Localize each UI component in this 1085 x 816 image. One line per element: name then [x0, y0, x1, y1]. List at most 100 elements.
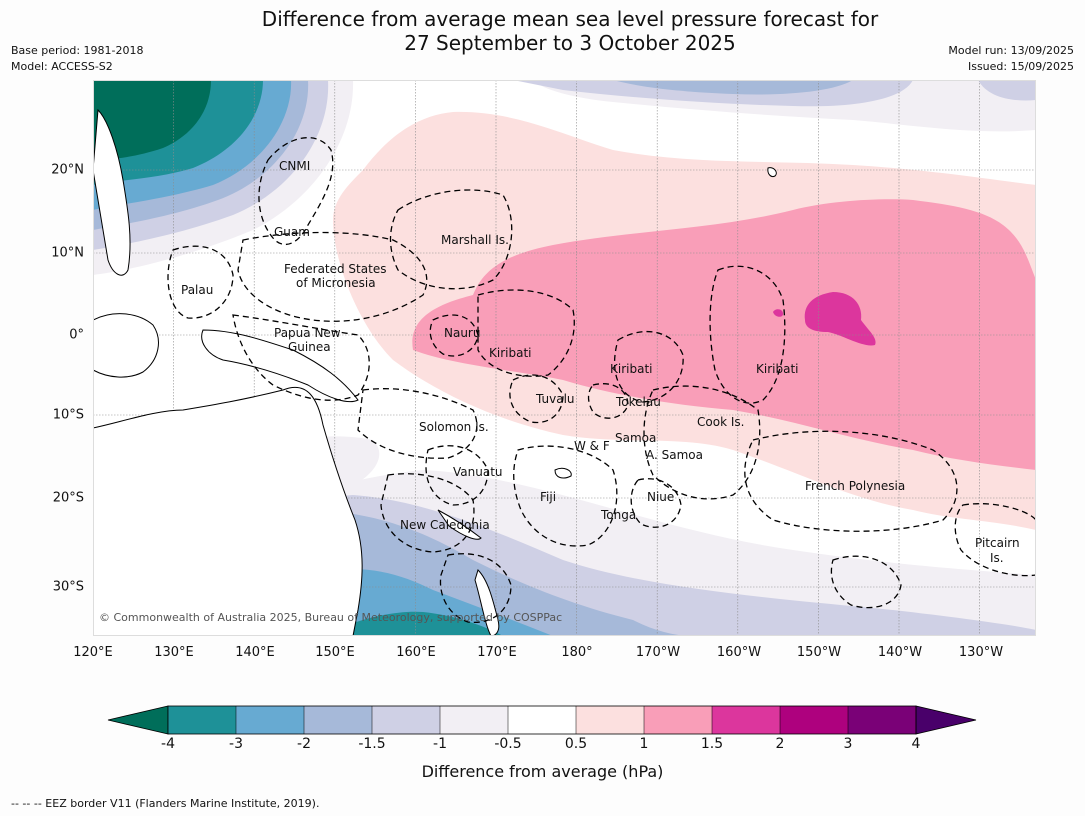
eez-palau — [167, 245, 234, 319]
colorbar-bin-5 — [440, 706, 508, 734]
label-fiji: Fiji — [540, 490, 556, 504]
label-tonga: Tonga — [600, 508, 636, 522]
colorbar-extend-high — [915, 705, 977, 735]
label-kiribati-c: Kiribati — [610, 362, 652, 376]
colorbar-tick: 3 — [843, 736, 853, 752]
lat-label-20n: 20°N — [51, 162, 84, 178]
eez-marshall — [389, 189, 513, 290]
label-a-samoa: A. Samoa — [646, 448, 703, 462]
eez-french-polynesia — [744, 430, 958, 532]
contour-pos-1-5-dot — [773, 309, 783, 317]
lon-label-160w: 160°W — [716, 645, 762, 660]
meta-right: Model run: 13/09/2025 Issued: 15/09/2025 — [948, 43, 1074, 75]
colorbar-bin-11 — [848, 706, 916, 734]
label-tokelau: Tokelau — [615, 395, 661, 409]
eez-cook — [643, 385, 761, 500]
eez-vanuatu — [425, 445, 489, 506]
colorbar-tick: -4 — [161, 736, 175, 752]
new-guinea-coast — [201, 329, 359, 403]
eez-tuvalu — [509, 374, 564, 424]
label-new-caledonia: New Caledonia — [400, 518, 490, 532]
lon-label-140w: 140°W — [877, 645, 923, 660]
eez-png — [232, 314, 370, 401]
lon-label-140e: 140°E — [235, 645, 275, 660]
lon-label-170e: 170°E — [477, 645, 517, 660]
eez-kiribati-e — [709, 265, 786, 404]
colorbar-tick: 1.5 — [700, 736, 724, 752]
colorbar-bin-3 — [304, 706, 372, 734]
new-zealand-coast — [474, 569, 500, 636]
eez-nauru — [429, 314, 479, 357]
lat-label-10s: 10°S — [52, 407, 84, 423]
eez-footnote: -- -- -- EEZ border V11 (Flanders Marine… — [11, 797, 320, 810]
label-png-1: Papua New — [274, 326, 341, 340]
lon-label-120e: 120°E — [73, 645, 113, 660]
eez-fsm — [237, 231, 428, 322]
label-kiribati-e: Kiribati — [756, 362, 798, 376]
colorbar-bin-1 — [168, 706, 236, 734]
contour-neg-south-3 — [323, 611, 503, 636]
colorbar-tick: 0.5 — [564, 736, 588, 752]
colorbar-dividers — [235, 706, 849, 734]
contour-neg-north-ne — [978, 80, 1036, 101]
colorbar-tick: 1 — [639, 736, 649, 752]
label-guam: Guam — [274, 225, 310, 239]
model-name: Model: ACCESS-S2 — [11, 60, 113, 73]
issued-date: Issued: 15/09/2025 — [967, 60, 1074, 73]
hawaii-coast — [767, 167, 777, 177]
colorbar-bin-4 — [372, 706, 440, 734]
label-marshall: Marshall Is. — [441, 233, 509, 247]
philippines-coast — [93, 108, 131, 276]
lon-label-150e: 150°E — [315, 645, 355, 660]
new-caledonia-coast — [437, 509, 482, 540]
colorbar-frame — [167, 705, 917, 735]
pressure-anomaly-map: CNMI Guam Marshall Is. Federated States … — [93, 80, 1036, 636]
lat-label-20s: 20°S — [52, 490, 84, 506]
contour-pos-1-5 — [804, 292, 876, 346]
lat-label-30s: 30°S — [52, 579, 84, 595]
colorbar-bin-10 — [780, 706, 848, 734]
colorbar-tick: 2 — [775, 736, 785, 752]
colorbar-label: Difference from average (hPa) — [421, 762, 664, 781]
place-labels: CNMI Guam Marshall Is. Federated States … — [181, 159, 1020, 565]
eez-pitcairn — [954, 503, 1036, 577]
label-samoa: Samoa — [615, 431, 656, 445]
map-frame — [93, 80, 1036, 636]
eez-fiji-tonga — [513, 445, 618, 547]
label-wf: W & F — [574, 439, 610, 453]
eez-solomon — [357, 388, 478, 459]
colorbar-bin-2 — [236, 706, 304, 734]
eez-niue — [630, 478, 682, 528]
eez-kermadec — [439, 553, 512, 623]
label-kiribati-w: Kiribati — [489, 346, 531, 360]
label-png-2: Guinea — [288, 340, 331, 354]
lon-label-160e: 160°E — [396, 645, 436, 660]
colorbar-bin-9 — [712, 706, 780, 734]
label-solomon: Solomon Is. — [419, 420, 489, 434]
label-nauru: Nauru — [444, 326, 480, 340]
label-fsm-1: Federated States — [284, 262, 386, 276]
colorbar — [107, 705, 977, 735]
lon-label-130e: 130°E — [154, 645, 194, 660]
eez-ducie — [830, 555, 902, 609]
lon-label-170w: 170°W — [635, 645, 681, 660]
lon-label-180: 180° — [561, 645, 593, 660]
meta-left: Base period: 1981-2018 Model: ACCESS-S2 — [11, 43, 143, 75]
label-cook: Cook Is. — [697, 415, 744, 429]
chart-title: Difference from average mean sea level p… — [0, 7, 1085, 55]
label-niue: Niue — [647, 490, 674, 504]
colorbar-tick: -1 — [433, 736, 447, 752]
coastlines — [93, 108, 777, 636]
fiji-coast — [554, 467, 572, 479]
base-period: Base period: 1981-2018 — [11, 44, 144, 57]
colorbar-tick: -2 — [297, 736, 311, 752]
colorbar-tick: 4 — [911, 736, 921, 752]
lat-label-0: 0° — [69, 327, 84, 343]
contour-neg-north-2 — [613, 80, 853, 95]
eez-tokelau — [587, 383, 629, 419]
label-palau: Palau — [181, 283, 213, 297]
copyright-notice: © Commonwealth of Australia 2025, Bureau… — [99, 611, 562, 624]
contour-pos-1 — [412, 199, 1036, 470]
eez-cnmi-guam — [258, 137, 334, 246]
lat-label-10n: 10°N — [51, 245, 84, 261]
